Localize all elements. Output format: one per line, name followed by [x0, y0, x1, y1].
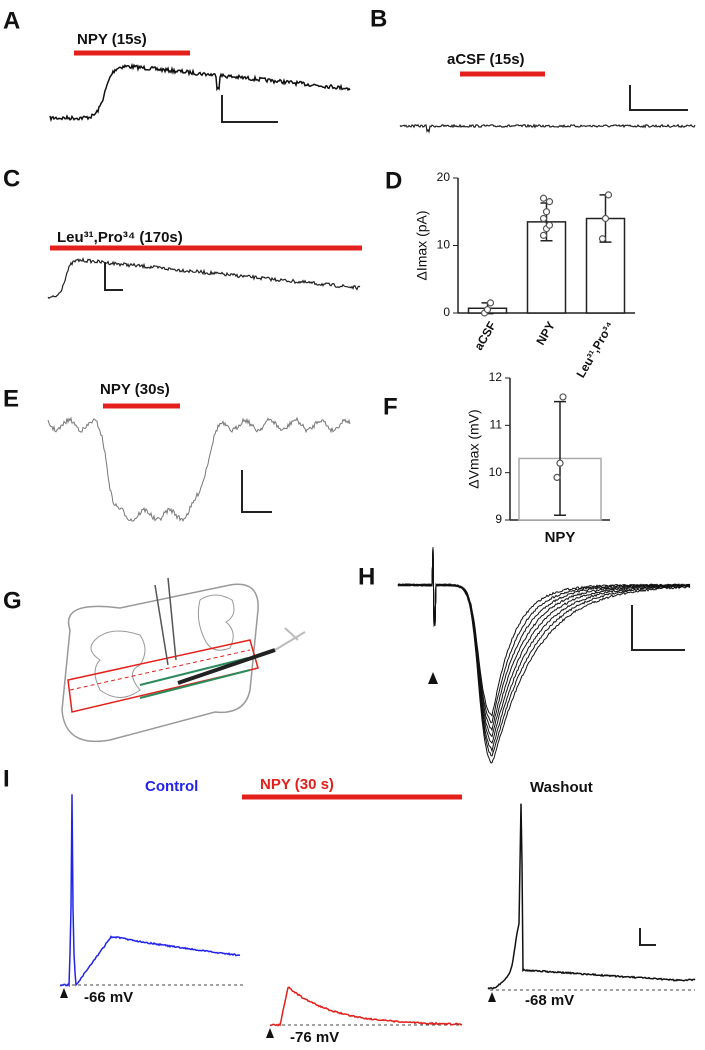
scale-bar [104, 262, 123, 291]
trace [270, 986, 463, 1027]
y-tick-label: 0 [443, 305, 450, 319]
condition-label: NPY (30 s) [260, 776, 334, 793]
panel-label: C [3, 165, 20, 192]
scale-bar [629, 85, 688, 111]
trace [47, 416, 351, 522]
potential-label: -68 mV [525, 992, 574, 1009]
scale-bar [631, 605, 685, 651]
scale-bar [639, 928, 656, 946]
panel-label: I [3, 765, 10, 792]
data-point [545, 221, 554, 229]
scale-bar [241, 470, 272, 513]
y-tick-label: 20 [437, 170, 451, 184]
y-axis-label: ΔVmax (mV) [466, 409, 482, 488]
annotation: aCSF (15s) [447, 51, 525, 68]
annotation: Leu³¹,Pro³⁴ (170s) [57, 229, 183, 246]
y-tick-label: 11 [490, 418, 503, 432]
panel-label: E [3, 385, 19, 412]
trace [397, 548, 691, 724]
panel-label: A [3, 7, 20, 34]
data-point [486, 299, 495, 307]
trace [397, 548, 691, 744]
y-tick-label: 10 [437, 238, 451, 252]
x-tick-label: aCSF [471, 319, 498, 353]
x-tick-label: NPY [533, 319, 557, 347]
data-point [539, 231, 548, 239]
trace [399, 123, 696, 134]
x-tick-label: NPY [545, 529, 576, 546]
trace [397, 547, 691, 718]
y-axis-label: ΔImax (pA) [414, 210, 430, 280]
y-tick-label: 10 [489, 465, 503, 479]
panel-label: F [383, 393, 398, 420]
bar [526, 221, 567, 314]
panel-label: D [385, 167, 402, 194]
data-point [556, 459, 564, 467]
data-point [559, 393, 567, 401]
trace [487, 803, 696, 990]
stim-arrow [60, 672, 496, 1038]
condition-label: Washout [530, 779, 593, 796]
annotation: NPY (30s) [100, 381, 170, 398]
data-point [553, 473, 561, 481]
trace [47, 256, 361, 299]
x-tick-label: Leu³¹,Pro³⁴ [573, 319, 616, 380]
y-tick-label: 12 [489, 370, 503, 384]
spinal-cord-diagram [61, 577, 306, 743]
condition-label: Control [145, 778, 198, 795]
potential-label: -66 mV [84, 989, 133, 1006]
annotation: NPY (15s) [77, 31, 147, 48]
data-point [539, 214, 548, 223]
bar [585, 217, 626, 314]
data-point [545, 198, 554, 206]
trace [59, 794, 241, 988]
data-point [604, 191, 613, 199]
trace [49, 62, 351, 123]
data-point [539, 194, 548, 202]
panel-label: G [3, 587, 22, 614]
error-bar [554, 400, 566, 517]
trace [397, 548, 691, 738]
y-tick-label: 9 [495, 512, 502, 526]
panel-label: B [370, 5, 387, 32]
data-point [542, 208, 551, 216]
trace [398, 548, 691, 764]
potential-label: -76 mV [290, 1029, 339, 1046]
trace [397, 548, 691, 757]
data-point [601, 214, 610, 223]
scale-bar [221, 95, 278, 123]
panel-label: H [358, 563, 375, 590]
data-point [483, 306, 492, 314]
data-point [598, 235, 607, 243]
